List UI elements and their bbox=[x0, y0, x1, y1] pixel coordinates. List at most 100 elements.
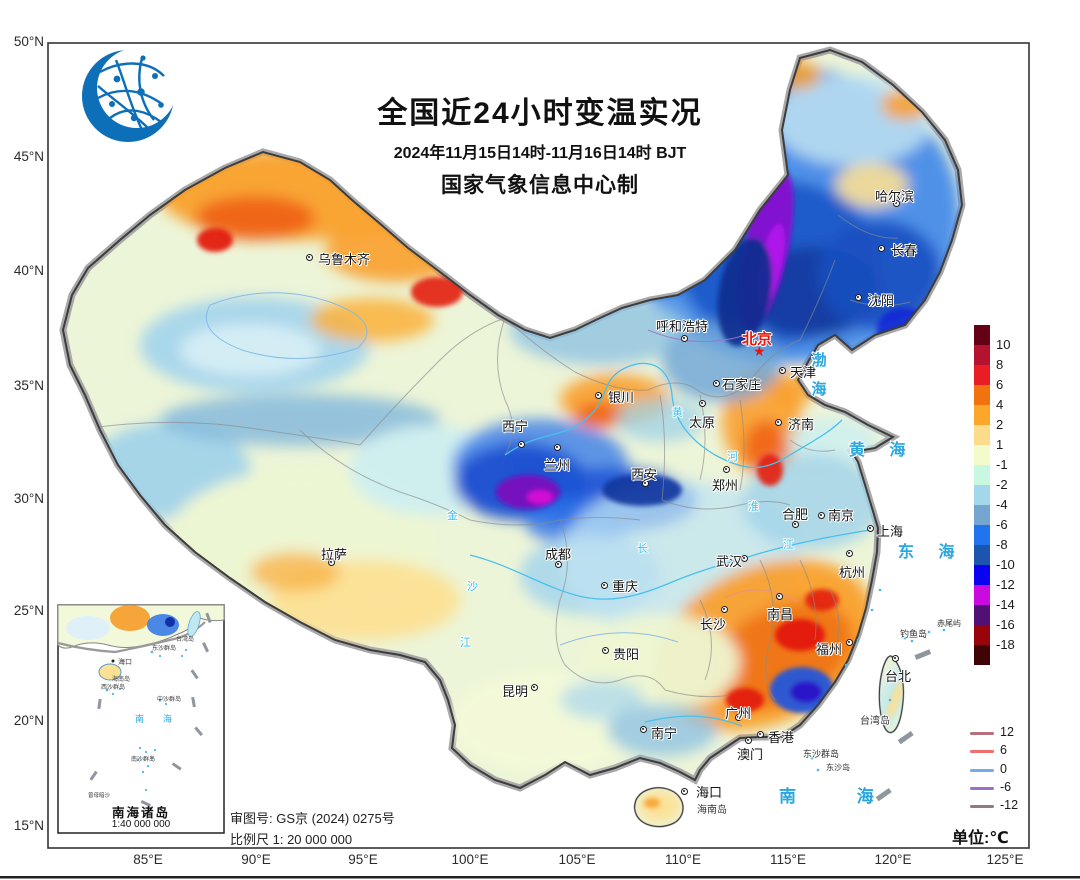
legend-value: -12 bbox=[1000, 798, 1019, 813]
city-dot bbox=[817, 511, 825, 519]
city-label: 郑州 bbox=[712, 478, 739, 493]
colorbar-block bbox=[974, 385, 990, 405]
legend-line bbox=[970, 805, 994, 809]
city-dot bbox=[517, 440, 525, 448]
city-label: 太原 bbox=[689, 415, 716, 430]
city-dot bbox=[892, 199, 900, 207]
colorbar-value: 1 bbox=[996, 437, 1004, 452]
city-label: 杭州 bbox=[839, 565, 866, 580]
city-label: 呼和浩特 bbox=[656, 319, 709, 334]
sea-label: 东 海 bbox=[898, 544, 965, 561]
city-label: 拉萨 bbox=[321, 547, 348, 562]
colorbar-block bbox=[974, 645, 990, 665]
colorbar-block bbox=[974, 405, 990, 425]
inset-title: 南海诸岛 bbox=[111, 806, 170, 820]
city-label: 海口 bbox=[696, 785, 723, 800]
legend-value: 0 bbox=[1000, 761, 1007, 776]
figure-bottom-rule bbox=[0, 876, 1080, 879]
island-label: 海南岛 bbox=[697, 805, 727, 816]
city-dot bbox=[680, 334, 688, 342]
city-dot bbox=[734, 713, 742, 721]
city-dot bbox=[641, 479, 649, 487]
city-label: 西安 bbox=[631, 467, 658, 482]
colorbar-value: -2 bbox=[996, 477, 1008, 492]
city-label: 银川 bbox=[608, 390, 635, 405]
inset-label: 中沙群岛 bbox=[157, 697, 182, 703]
inset-label: 曾母暗沙 bbox=[88, 793, 111, 799]
small-islands bbox=[810, 588, 946, 772]
colorbar-block bbox=[974, 445, 990, 465]
colorbar-value: -10 bbox=[996, 557, 1015, 572]
colorbar-block bbox=[974, 425, 990, 445]
river-label: 淮 bbox=[748, 501, 759, 513]
legend-value: 6 bbox=[1000, 743, 1007, 758]
city-dot bbox=[866, 524, 874, 532]
inset-label: 西沙群岛 bbox=[101, 685, 126, 691]
city-label: 台北 bbox=[885, 669, 912, 684]
city-dot bbox=[601, 646, 609, 654]
river-label: 长 bbox=[637, 543, 648, 555]
rivers bbox=[469, 362, 871, 727]
colorbar-block bbox=[974, 365, 990, 385]
river-label: 江 bbox=[783, 539, 794, 551]
colorbar-value: -8 bbox=[996, 537, 1008, 552]
nmic-logo bbox=[82, 48, 176, 142]
legend-value: -6 bbox=[1000, 779, 1012, 794]
city-label: 武汉 bbox=[716, 554, 743, 569]
lat-label: 45°N bbox=[13, 149, 44, 164]
city-label: 昆明 bbox=[502, 684, 529, 699]
city-dot bbox=[554, 560, 562, 568]
lon-label: 110°E bbox=[665, 852, 701, 867]
lon-label: 120°E bbox=[874, 852, 912, 867]
nine-dash-line bbox=[875, 649, 932, 802]
inset-label: 海南岛 bbox=[112, 677, 131, 683]
colorbar-value: -1 bbox=[996, 457, 1008, 472]
legend-line bbox=[970, 732, 994, 735]
colorbar-value: 6 bbox=[996, 377, 1004, 392]
colorbar-block bbox=[974, 485, 990, 505]
city-label: 石家庄 bbox=[722, 377, 762, 392]
colorbar-value: -18 bbox=[996, 637, 1015, 652]
city-dot bbox=[740, 554, 748, 562]
city-dot bbox=[600, 581, 608, 589]
city-label: 西宁 bbox=[502, 419, 529, 434]
city-label: 兰州 bbox=[544, 458, 571, 473]
city-dot bbox=[553, 443, 561, 451]
capital-star-icon: ★ bbox=[753, 343, 766, 359]
sea-label: 南 海 bbox=[779, 787, 902, 806]
lon-label: 115°E bbox=[770, 852, 806, 867]
city-dot bbox=[744, 736, 752, 744]
lon-label: 105°E bbox=[558, 852, 596, 867]
temperature-extremes bbox=[197, 169, 933, 808]
city-dot bbox=[845, 549, 853, 557]
city-dot bbox=[698, 399, 706, 407]
city-dot bbox=[327, 558, 335, 566]
city-label: 哈尔滨 bbox=[875, 189, 915, 204]
city-dot bbox=[680, 787, 688, 795]
lat-label: 25°N bbox=[13, 603, 44, 618]
colorbar-value: -6 bbox=[996, 517, 1008, 532]
island-label: 东沙群岛 bbox=[803, 749, 840, 759]
city-label: 北京 bbox=[742, 331, 773, 348]
city-label: 澳门 bbox=[737, 747, 764, 762]
colorbar-block bbox=[974, 325, 990, 345]
unit-label: 单位:℃ bbox=[952, 830, 1009, 847]
inset-label: 南 bbox=[135, 714, 145, 724]
city-label: 福州 bbox=[816, 642, 843, 657]
lon-label: 100°E bbox=[451, 852, 489, 867]
colorbar bbox=[974, 325, 990, 665]
city-label: 南京 bbox=[828, 508, 855, 523]
colorbar-block bbox=[974, 505, 990, 525]
map-approval-number: 审图号: GS京 (2024) 0275号 bbox=[230, 811, 395, 826]
colorbar-block bbox=[974, 525, 990, 545]
colorbar-value: 8 bbox=[996, 357, 1004, 372]
colorbar-value: 4 bbox=[996, 397, 1004, 412]
colorbar-value: 2 bbox=[996, 417, 1004, 432]
colorbar-block bbox=[974, 625, 990, 645]
colorbar-block bbox=[974, 585, 990, 605]
river-label: 沙 bbox=[467, 581, 478, 593]
inset-scale: 1:40 000 000 bbox=[111, 819, 171, 830]
city-dot bbox=[722, 465, 730, 473]
city-label: 乌鲁木齐 bbox=[318, 252, 371, 267]
